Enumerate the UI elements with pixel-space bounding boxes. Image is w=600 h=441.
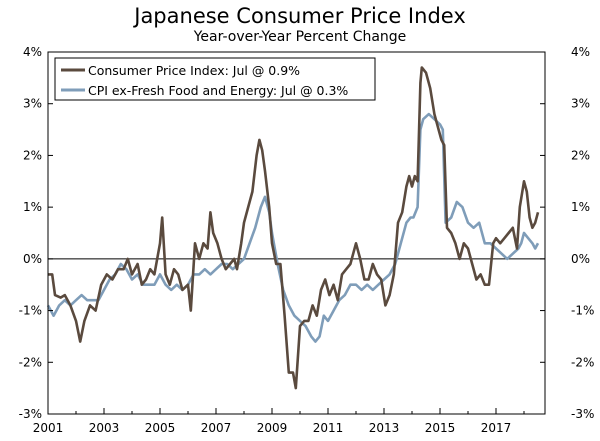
y-tick-label-right: 0% [571, 252, 590, 266]
y-tick-label-left: 0% [23, 252, 42, 266]
ticks-layer: -3% -3% -2% -2% -1% -1% 0% 0% 1% 1% 2% 2% 3% 3% 4% 4% 20… [19, 45, 595, 435]
legend-box [54, 57, 376, 101]
legend-label-cpi: Consumer Price Index: Jul @ 0.9% [88, 63, 300, 78]
series-line-core-cpi [46, 112, 540, 343]
x-tick-label: 2007 [201, 421, 232, 435]
x-tick-label: 2017 [481, 421, 512, 435]
x-tick-label: 2003 [89, 421, 120, 435]
y-tick-label-left: -3% [19, 407, 42, 421]
x-tick-label: 2001 [33, 421, 64, 435]
y-tick-label-left: -2% [19, 355, 42, 369]
x-tick-label: 2011 [313, 421, 344, 435]
series-line-cpi [48, 66, 540, 390]
x-tick-label: 2013 [369, 421, 400, 435]
legend: Consumer Price Index: Jul @ 0.9% CPI ex-… [54, 57, 376, 101]
chart-subtitle: Year-over-Year Percent Change [193, 29, 407, 45]
y-tick-label-right: 3% [571, 97, 590, 111]
y-tick-label-right: 4% [571, 45, 590, 59]
x-tick-label: 2009 [257, 421, 288, 435]
series-layer [46, 66, 540, 390]
chart-title: Japanese Consumer Price Index [134, 4, 466, 28]
y-tick-label-right: 1% [571, 200, 590, 214]
x-tick-label: 2015 [425, 421, 456, 435]
y-tick-label-right: -3% [571, 407, 594, 421]
y-tick-label-right: -1% [571, 304, 594, 318]
y-tick-label-left: 2% [23, 148, 42, 162]
y-tick-label-right: -2% [571, 355, 594, 369]
y-tick-label-left: -1% [19, 304, 42, 318]
y-tick-label-left: 1% [23, 200, 42, 214]
legend-label-core-cpi: CPI ex-Fresh Food and Energy: Jul @ 0.3% [88, 83, 348, 98]
y-tick-label-left: 3% [23, 97, 42, 111]
y-tick-label-left: 4% [23, 45, 42, 59]
x-tick-label: 2005 [145, 421, 176, 435]
plot-frame [47, 51, 546, 415]
y-tick-label-right: 2% [571, 148, 590, 162]
